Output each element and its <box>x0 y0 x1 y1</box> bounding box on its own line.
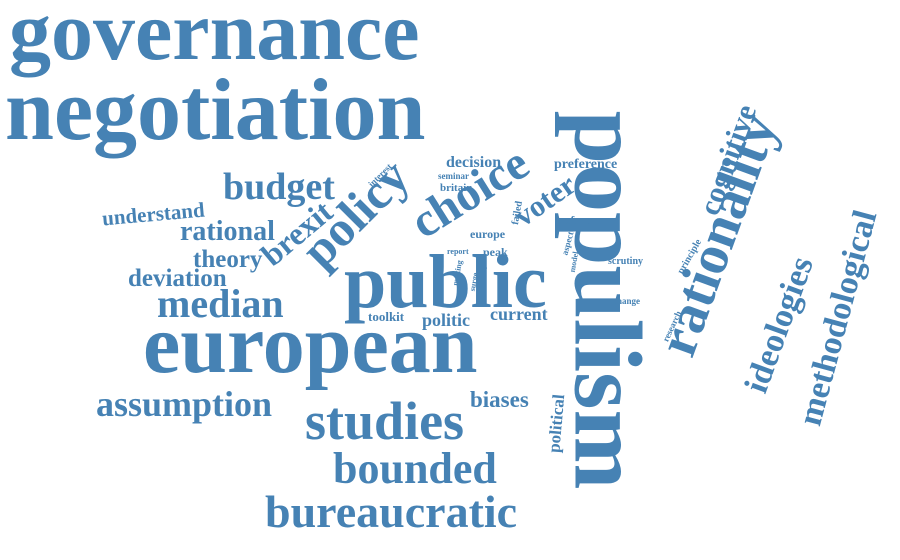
word-deviation: deviation <box>128 265 227 292</box>
word-assumption: assumption <box>96 384 273 424</box>
word-britain: britain <box>440 182 473 194</box>
word-preference: preference <box>554 157 618 172</box>
word-methodological: methodological <box>791 206 884 430</box>
word-toolkit: toolkit <box>368 309 405 324</box>
word-studies: studies <box>305 391 465 451</box>
word-median: median <box>157 281 284 326</box>
word-public: public <box>344 240 547 324</box>
word-change: change <box>613 296 640 306</box>
word-european: european <box>143 298 478 391</box>
word-current: current <box>490 304 548 324</box>
word-bounded: bounded <box>333 444 497 493</box>
word-negotiation: negotiation <box>5 62 426 159</box>
word-scrutiny: scrutiny <box>608 256 643 267</box>
word-bureaucratic: bureaucratic <box>265 486 518 537</box>
word-peak: peak <box>483 245 508 259</box>
word-europe: europe <box>470 227 506 241</box>
word-biases: biases <box>470 387 529 412</box>
word-report: report <box>447 247 469 256</box>
word-governance: governance <box>9 0 420 78</box>
word-politic: politic <box>422 310 470 330</box>
word-seminar: seminar <box>438 171 469 181</box>
word-ig: ig <box>479 266 489 274</box>
word-decision: decision <box>446 154 502 171</box>
word-rational: rational <box>180 216 275 247</box>
word-political: political <box>543 393 568 453</box>
word-budget: budget <box>223 166 335 208</box>
word-theory: theory <box>193 246 263 273</box>
word-reform: reform <box>560 213 596 227</box>
